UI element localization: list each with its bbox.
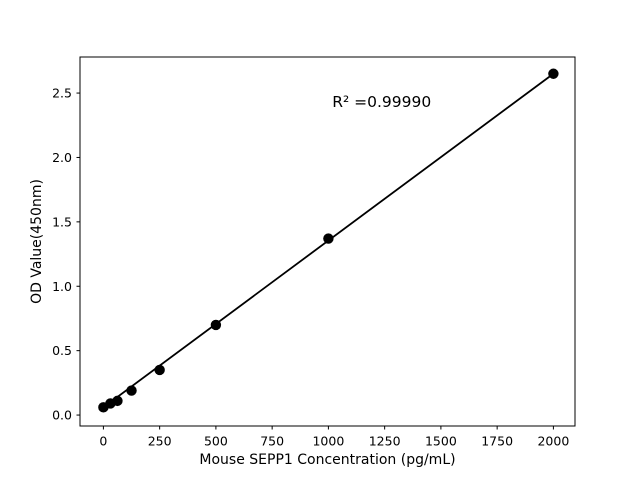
data-point — [112, 395, 123, 407]
x-tick-label: 500 — [204, 434, 228, 449]
y-tick-label: 2.0 — [52, 150, 72, 165]
x-tick-label: 1750 — [481, 434, 513, 449]
y-tick-label: 1.5 — [52, 214, 72, 229]
x-tick-label: 2000 — [537, 434, 569, 449]
plot-border — [79, 56, 576, 427]
y-tick-label: 0.0 — [52, 408, 72, 423]
x-tick-label: 750 — [260, 434, 284, 449]
data-point — [126, 385, 137, 396]
y-tick-label: 1.0 — [52, 279, 72, 294]
x-axis-label: Mouse SEPP1 Concentration (pg/mL) — [199, 452, 455, 468]
data-point — [323, 233, 334, 244]
x-tick-label: 1250 — [369, 434, 401, 449]
y-axis-label: OD Value(450nm) — [29, 179, 45, 304]
x-tick-label: 250 — [148, 434, 172, 449]
data-point — [154, 364, 165, 376]
x-tick-label: 1500 — [425, 434, 457, 449]
data-point — [210, 319, 222, 331]
y-tick-label: 0.5 — [52, 343, 72, 358]
data-point — [548, 68, 559, 79]
y-tick-label: 2.5 — [52, 86, 72, 101]
r-squared-annotation: R² =0.99990 — [332, 93, 431, 111]
x-tick-label: 1000 — [312, 434, 344, 449]
chart-generated-layer: 0 250 500 750 1000 1250 1500 1750 2000 0.0 0.5 1.0 1… — [52, 56, 576, 449]
x-tick-label: 0 — [99, 434, 107, 449]
